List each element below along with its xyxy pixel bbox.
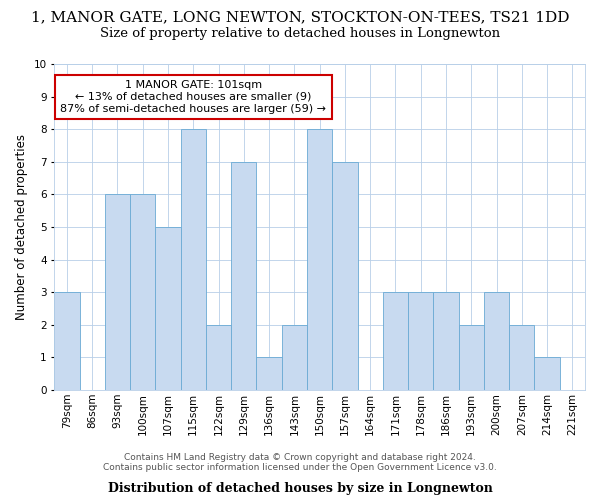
Bar (282, 325, 307, 390)
Bar (181, 129, 206, 390)
Bar (231, 162, 256, 390)
Text: Contains HM Land Registry data © Crown copyright and database right 2024.
Contai: Contains HM Land Registry data © Crown c… (103, 453, 497, 472)
Bar (130, 194, 155, 390)
Text: 1 MANOR GATE: 101sqm
← 13% of detached houses are smaller (9)
87% of semi-detach: 1 MANOR GATE: 101sqm ← 13% of detached h… (61, 80, 326, 114)
Bar (307, 129, 332, 390)
Text: 1, MANOR GATE, LONG NEWTON, STOCKTON-ON-TEES, TS21 1DD: 1, MANOR GATE, LONG NEWTON, STOCKTON-ON-… (31, 10, 569, 24)
Bar (332, 162, 358, 390)
Bar (55, 292, 80, 390)
Bar (484, 292, 509, 390)
Bar (458, 325, 484, 390)
Bar (256, 358, 282, 390)
Bar (433, 292, 458, 390)
Bar (383, 292, 408, 390)
Text: Distribution of detached houses by size in Longnewton: Distribution of detached houses by size … (107, 482, 493, 495)
Bar (408, 292, 433, 390)
Bar (509, 325, 535, 390)
Bar (155, 227, 181, 390)
Y-axis label: Number of detached properties: Number of detached properties (15, 134, 28, 320)
Bar (206, 325, 231, 390)
Bar (535, 358, 560, 390)
Bar (105, 194, 130, 390)
Text: Size of property relative to detached houses in Longnewton: Size of property relative to detached ho… (100, 28, 500, 40)
